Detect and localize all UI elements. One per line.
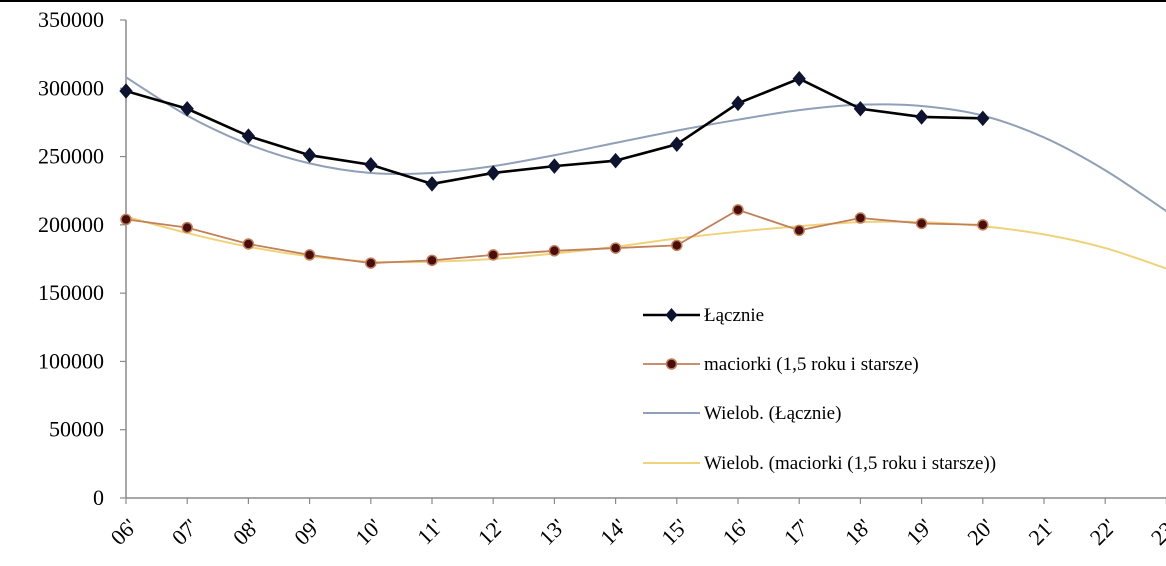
- legend-item: Wielob. (maciorki (1,5 roku i starsze)): [643, 453, 996, 474]
- data-point-circle: [732, 204, 744, 216]
- data-point-diamond: [792, 70, 806, 87]
- legend-label: maciorki (1,5 roku i starsze): [704, 354, 919, 375]
- data-point-diamond: [364, 156, 378, 173]
- legend-label: Wielob. (Łącznie): [704, 403, 841, 424]
- data-point-diamond: [241, 128, 256, 144]
- data-point-circle: [242, 238, 255, 250]
- series-2: [125, 76, 1166, 213]
- data-point-diamond: [302, 147, 317, 163]
- data-point-diamond: [547, 158, 562, 174]
- y-tick-label: 300000: [38, 75, 104, 100]
- legend-label: Łącznie: [704, 305, 764, 326]
- data-point-diamond: [670, 136, 684, 153]
- data-point-diamond: [486, 165, 500, 181]
- legend-item: Wielob. (Łącznie): [643, 403, 841, 424]
- trendline-path: [125, 76, 1166, 213]
- y-tick-label: 250000: [38, 144, 104, 169]
- y-tick-label: 350000: [38, 7, 104, 32]
- data-point-circle: [365, 257, 377, 269]
- legend-item: Łącznie: [643, 305, 764, 326]
- data-point-circle: [977, 219, 989, 231]
- y-tick-label: 0: [93, 485, 104, 510]
- y-axis-ticks: 0 50000 100000 150000 200000 250000 300000 3500…: [38, 7, 126, 510]
- data-point-diamond: [425, 176, 439, 192]
- data-point-circle: [854, 212, 867, 224]
- data-point-diamond: [180, 101, 194, 117]
- legend-marker: [665, 358, 678, 370]
- series-layer: [119, 70, 1166, 270]
- data-point-diamond: [119, 83, 133, 99]
- data-point-diamond: [853, 101, 868, 117]
- data-point-diamond: [731, 95, 745, 112]
- legend-marker: [665, 308, 678, 322]
- data-point-circle: [120, 213, 132, 226]
- y-tick-label: 150000: [38, 280, 104, 305]
- data-point-diamond: [914, 109, 929, 125]
- data-point-diamond: [608, 152, 623, 169]
- data-point-circle: [609, 242, 622, 254]
- data-point-circle: [181, 221, 193, 234]
- data-point-circle: [793, 224, 805, 237]
- series-0: [119, 70, 990, 192]
- legend: Łącznie maciorki (1,5 roku i starsze) Wiel…: [643, 305, 996, 474]
- data-point-circle: [671, 239, 683, 252]
- series-1: [120, 204, 989, 269]
- data-point-circle: [487, 249, 499, 261]
- y-tick-label: 100000: [38, 348, 104, 373]
- data-point-circle: [303, 249, 316, 261]
- legend-label: Wielob. (maciorki (1,5 roku i starsze)): [704, 453, 996, 474]
- legend-item: maciorki (1,5 roku i starsze): [643, 354, 919, 375]
- data-point-diamond: [976, 110, 990, 127]
- data-point-circle: [548, 245, 561, 257]
- data-point-circle: [426, 254, 438, 267]
- y-tick-label: 200000: [38, 212, 104, 237]
- y-tick-label: 50000: [49, 417, 104, 442]
- data-point-circle: [915, 217, 928, 230]
